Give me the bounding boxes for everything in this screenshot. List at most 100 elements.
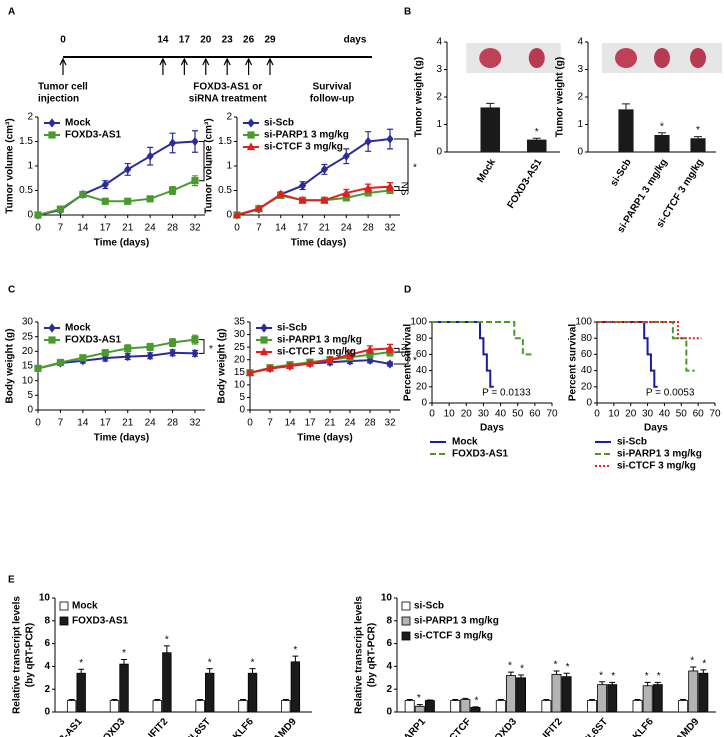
x-tick-label: KLF6 <box>231 716 256 737</box>
x-tick-label: IFIT2 <box>146 716 170 737</box>
marker <box>365 345 375 353</box>
marker <box>385 343 395 352</box>
y-tick-label: 0.5 <box>218 185 232 196</box>
marker <box>146 195 154 203</box>
marker <box>320 195 329 204</box>
bar <box>516 677 527 713</box>
marker <box>342 194 350 202</box>
y-tick-label: 6 <box>44 638 50 649</box>
arrow-head <box>180 57 188 66</box>
x-tick-label: IL6ST <box>584 716 610 737</box>
significance-label: * <box>702 658 706 669</box>
x-tick-label: 21 <box>324 418 336 429</box>
significance-label: * <box>417 693 421 704</box>
significance-label: * <box>657 671 661 682</box>
x-tick-label: 17 <box>297 223 309 234</box>
significance-label: * <box>696 125 700 136</box>
error-bar <box>292 655 299 662</box>
significance-label: * <box>122 648 126 659</box>
x-tick-label: 32 <box>189 223 201 234</box>
bar <box>66 700 77 713</box>
bar <box>698 672 709 713</box>
x-tick-label: 28 <box>364 418 376 429</box>
marker <box>320 164 329 175</box>
tumor-photo <box>654 48 670 68</box>
x-tick-label: 70 <box>546 409 558 420</box>
x-tick-label: 24 <box>145 223 157 234</box>
timeline-label: injection <box>38 94 79 105</box>
bar <box>587 700 597 713</box>
bar <box>414 705 425 713</box>
marker <box>146 351 154 361</box>
error-bar <box>553 670 560 675</box>
legend-label: si-CTCF 3 mg/kg <box>264 142 343 153</box>
error-bar <box>532 137 541 140</box>
significance-label: * <box>645 671 649 682</box>
bar <box>152 700 162 713</box>
timeline-label: siRNA treatment <box>189 94 268 105</box>
y-axis-label: (by qRT-PCR) <box>25 623 36 687</box>
bar <box>238 700 248 713</box>
significance-label: * <box>413 162 417 173</box>
bar <box>690 138 706 152</box>
y-tick-label: 2 <box>577 92 583 103</box>
bar <box>597 684 608 713</box>
series-line <box>249 347 391 374</box>
legend-label: si-Scb <box>414 601 444 612</box>
timeline-label: Tumor cell <box>38 82 88 93</box>
y-tick-label: 0 <box>586 398 592 409</box>
significance-bracket <box>394 347 400 353</box>
marker <box>101 180 109 190</box>
x-tick-label: 7 <box>58 418 64 429</box>
error-bar <box>249 668 256 674</box>
marker <box>385 181 395 190</box>
legend-label: FOXD3-AS1 <box>452 449 509 460</box>
bar <box>404 700 415 713</box>
legend-swatch <box>59 616 69 626</box>
legend-label: FOXD3-AS1 <box>72 616 129 627</box>
panel-letter: E <box>8 575 15 586</box>
legend-swatch <box>401 631 411 641</box>
marker <box>245 368 255 376</box>
significance-label: NS <box>398 182 409 196</box>
y-tick-label: 30 <box>22 317 34 328</box>
error-bar <box>694 136 702 139</box>
marker <box>265 363 275 372</box>
x-tick-label: 24 <box>341 223 353 234</box>
y-tick-label: 100 <box>575 317 592 328</box>
x-tick-label: 17 <box>100 418 112 429</box>
y-tick-label: 10 <box>22 375 34 386</box>
y-tick-label: 1 <box>27 161 33 172</box>
error-bar <box>507 671 514 676</box>
y-tick-label: 60 <box>581 349 593 360</box>
marker <box>34 364 42 372</box>
marker <box>305 358 315 367</box>
bar <box>119 663 129 713</box>
bar <box>470 707 481 713</box>
legend-marker <box>48 118 56 128</box>
y-tick-label: 4 <box>436 37 442 48</box>
bar <box>424 700 435 713</box>
x-tick-label: 10 <box>608 409 620 420</box>
y-tick-label: 0 <box>27 210 33 221</box>
tumor-photo <box>615 48 637 68</box>
y-tick-label: 1 <box>436 119 442 130</box>
legend-label: si-PARP1 3 mg/kg <box>277 335 362 346</box>
error-bar <box>680 698 687 701</box>
x-tick-label: PARP1 <box>398 716 428 737</box>
legend-marker <box>48 336 56 344</box>
marker <box>298 181 307 191</box>
x-axis-label: Days <box>644 423 668 434</box>
series-line <box>236 185 391 216</box>
error-bar <box>588 698 595 701</box>
significance-label: * <box>611 671 615 682</box>
legend-label: si-PARP1 3 mg/kg <box>617 449 702 460</box>
legend-label: si-CTCF 3 mg/kg <box>277 347 356 358</box>
bar <box>551 673 562 713</box>
x-tick-label: FOXD3 <box>97 716 128 737</box>
x-tick-label: 0 <box>594 409 600 420</box>
y-tick-label: 15 <box>22 361 34 372</box>
y-tick-label: 1 <box>226 161 232 172</box>
x-tick-label: 32 <box>384 418 396 429</box>
